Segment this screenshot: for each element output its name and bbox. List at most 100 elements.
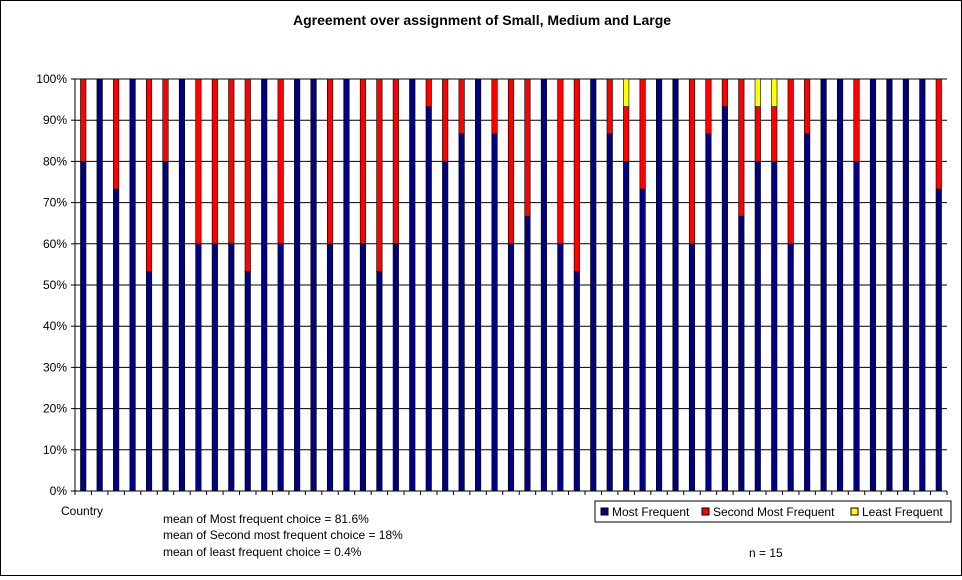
bar-segment-most	[491, 133, 498, 492]
bar-segment-second	[935, 78, 942, 190]
bar-segment-most	[310, 78, 317, 492]
legend: Most Frequent Second Most Frequent Least…	[594, 500, 952, 523]
bars	[80, 78, 942, 492]
bar-segment-most	[195, 243, 202, 492]
bar-segment-most	[754, 161, 761, 492]
bar-segment-second	[211, 78, 218, 245]
legend-label-second: Second Most Frequent	[713, 505, 835, 519]
bar-segment-most	[886, 78, 893, 492]
annotation-n: n = 15	[749, 546, 783, 560]
bar-segment-second	[392, 78, 399, 245]
bar-segment-second	[244, 78, 251, 272]
bar-segment-least	[623, 78, 630, 107]
bar-segment-second	[721, 78, 728, 107]
y-tick-labels: 0% 10% 20% 30% 40% 50% 60% 70% 80% 90% 100%	[36, 72, 67, 498]
y-tick-label: 40%	[43, 319, 67, 333]
bar-segment-second	[326, 78, 334, 245]
chart-title: Agreement over assignment of Small, Medi…	[293, 12, 671, 28]
bar-segment-most	[113, 188, 120, 492]
y-tick-label: 70%	[43, 196, 67, 210]
bar-segment-second	[376, 78, 383, 272]
axes	[74, 79, 948, 495]
bar-segment-most	[294, 78, 301, 492]
y-tick-label: 20%	[43, 402, 67, 416]
bar-segment-most	[804, 133, 811, 492]
bar-segment-second	[195, 78, 202, 245]
bar-segment-second	[804, 78, 811, 135]
bar-segment-most	[507, 243, 515, 492]
bar-segment-most	[738, 215, 745, 492]
bar-segment-second	[688, 78, 696, 245]
bar-segment-most	[376, 271, 383, 492]
bar-segment-second	[738, 78, 745, 217]
bar-segment-second	[557, 78, 564, 245]
bar-segment-most	[771, 161, 778, 492]
bar-segment-most	[721, 106, 728, 492]
bar-segment-second	[853, 78, 860, 162]
y-tick-label: 90%	[43, 113, 67, 127]
bar-segment-second	[491, 78, 498, 135]
bar-segment-second	[787, 78, 794, 245]
bar-segment-most	[639, 188, 646, 492]
bar-segment-most	[261, 78, 268, 492]
bar-segment-least	[771, 78, 778, 107]
bar-segment-second	[507, 78, 515, 245]
bar-segment-most	[540, 78, 547, 492]
bar-segment-most	[853, 161, 860, 492]
bar-segment-most	[475, 78, 482, 492]
bar-segment-second	[113, 78, 120, 190]
bar-segment-most	[145, 271, 153, 492]
bar-segment-most	[178, 78, 185, 492]
bar-segment-second	[228, 78, 235, 245]
bar-segment-second	[162, 78, 169, 162]
bar-segment-most	[211, 243, 218, 492]
bar-segment-second	[623, 106, 630, 162]
bar-segment-most	[672, 78, 679, 492]
bar-segment-least	[754, 78, 761, 107]
bar-segment-most	[524, 215, 531, 492]
bar-segment-most	[902, 78, 909, 492]
bar-segment-most	[590, 78, 597, 492]
y-tick-label: 60%	[43, 237, 67, 251]
bar-segment-most	[935, 188, 942, 492]
bar-segment-second	[425, 78, 432, 107]
bar-segment-most	[820, 78, 827, 492]
bar-segment-most	[606, 133, 613, 492]
bar-segment-most	[277, 243, 284, 492]
legend-swatch-least	[850, 507, 859, 516]
legend-swatch-most	[600, 507, 609, 516]
bar-segment-most	[688, 243, 696, 492]
bar-segment-most	[705, 133, 712, 492]
y-tick-label: 50%	[43, 278, 67, 292]
bar-segment-second	[639, 78, 646, 190]
bar-segment-second	[524, 78, 531, 217]
y-tick-label: 0%	[50, 484, 68, 498]
bar-segment-second	[145, 78, 153, 272]
bar-segment-most	[359, 243, 366, 492]
bar-segment-second	[442, 78, 449, 162]
bar-segment-second	[754, 106, 761, 162]
bar-segment-second	[573, 78, 580, 272]
bar-segment-most	[573, 271, 580, 492]
bar-segment-second	[606, 78, 613, 135]
y-tick-label: 30%	[43, 360, 67, 374]
bar-segment-most	[458, 133, 465, 492]
bar-segment-second	[80, 78, 87, 162]
bar-segment-most	[343, 78, 350, 492]
bar-segment-second	[705, 78, 712, 135]
y-tick-label: 80%	[43, 154, 67, 168]
annotation-mean-least: mean of least frequent choice = 0.4%	[163, 545, 362, 559]
x-axis-label: Country	[61, 504, 103, 518]
bar-segment-most	[442, 161, 449, 492]
annotation-mean-second: mean of Second most frequent choice = 18…	[163, 528, 403, 542]
bar-segment-most	[162, 161, 169, 492]
bar-segment-most	[244, 271, 251, 492]
bar-segment-most	[409, 78, 416, 492]
legend-label-most: Most Frequent	[612, 505, 690, 519]
bar-segment-most	[425, 106, 432, 492]
bar-segment-most	[869, 78, 877, 492]
bar-segment-most	[96, 78, 103, 492]
bar-segment-most	[656, 78, 663, 492]
